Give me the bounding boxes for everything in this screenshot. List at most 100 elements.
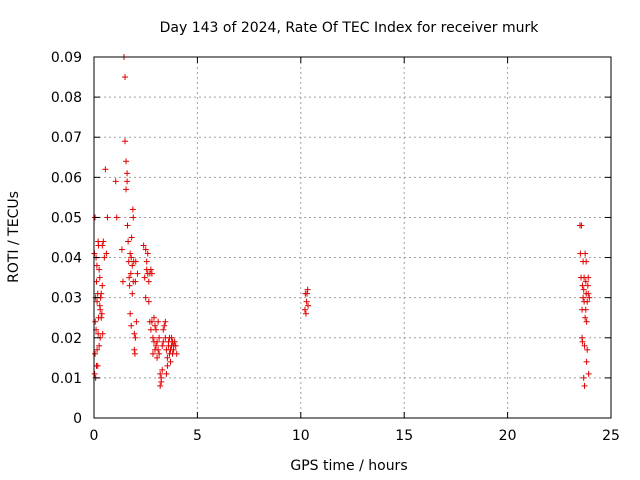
- data-point: [163, 370, 170, 377]
- data-point: [129, 262, 136, 269]
- data-point: [583, 318, 590, 325]
- data-point: [162, 318, 169, 325]
- y-tick-label: 0.06: [51, 170, 82, 186]
- data-point: [132, 258, 139, 265]
- data-point: [304, 290, 311, 297]
- x-tick-label: 20: [499, 428, 517, 444]
- data-point: [152, 322, 159, 329]
- y-axis-label: ROTI / TECUs: [6, 191, 22, 283]
- data-point: [148, 318, 155, 325]
- data-point: [161, 322, 168, 329]
- data-point: [133, 318, 140, 325]
- data-point: [128, 254, 135, 261]
- data-point: [585, 274, 592, 281]
- data-point: [159, 366, 166, 373]
- data-point: [155, 318, 162, 325]
- data-point: [126, 274, 133, 281]
- y-tick-label: 0.02: [51, 331, 82, 347]
- y-tick-label: 0.07: [51, 130, 82, 146]
- data-point: [160, 338, 167, 345]
- data-point: [96, 274, 103, 281]
- data-point: [100, 238, 107, 245]
- data-point: [98, 314, 105, 321]
- data-point: [96, 266, 103, 273]
- data-point: [153, 326, 160, 333]
- y-tick-label: 0.01: [51, 371, 82, 387]
- data-point: [98, 310, 105, 317]
- data-point: [581, 382, 588, 389]
- data-point: [145, 278, 152, 285]
- data-point: [94, 346, 101, 353]
- data-point: [129, 206, 136, 213]
- data-point: [158, 374, 165, 381]
- grid-lines: [94, 57, 611, 418]
- data-point: [103, 250, 110, 257]
- chart-title: Day 143 of 2024, Rate Of TEC Index for r…: [160, 20, 540, 36]
- data-point: [303, 298, 310, 305]
- data-point: [129, 290, 136, 297]
- data-point: [584, 298, 591, 305]
- y-tick-label: 0.03: [51, 291, 82, 307]
- data-point: [92, 350, 99, 357]
- data-point: [157, 382, 164, 389]
- data-point: [173, 350, 180, 357]
- data-point: [94, 298, 101, 305]
- axis-ticks: [93, 56, 612, 419]
- data-point: [157, 370, 164, 377]
- data-point: [167, 358, 174, 365]
- data-point: [143, 258, 150, 265]
- y-tick-label: 0.09: [51, 50, 82, 66]
- data-point: [304, 286, 311, 293]
- data-point: [124, 170, 131, 177]
- data-point: [301, 306, 308, 313]
- data-point: [149, 350, 156, 357]
- plot-frame: [93, 56, 612, 419]
- data-point: [131, 330, 138, 337]
- data-point: [142, 246, 149, 253]
- y-tick-label: 0: [73, 411, 82, 427]
- data-point: [113, 214, 120, 221]
- y-tick-label: 0.04: [51, 251, 82, 267]
- y-tick-label: 0.08: [51, 90, 82, 106]
- data-point: [579, 282, 586, 289]
- data-point: [99, 282, 106, 289]
- data-point: [582, 306, 589, 313]
- data-point: [122, 138, 129, 145]
- data-point: [582, 278, 589, 285]
- data-point: [305, 302, 312, 309]
- data-point: [127, 310, 134, 317]
- y-tick-labels: 0 0.01 0.02 0.03 0.04 0.05 0.06 0.07 0.08 0.09: [51, 50, 82, 427]
- data-point: [142, 294, 149, 301]
- data-point: [580, 294, 587, 301]
- data-point: [93, 262, 100, 269]
- data-points: [91, 54, 593, 389]
- data-point: [171, 338, 178, 345]
- data-point: [134, 270, 141, 277]
- data-point: [104, 214, 111, 221]
- data-point: [164, 354, 171, 361]
- x-tick-label: 10: [292, 428, 310, 444]
- data-point: [119, 278, 126, 285]
- data-point: [148, 270, 155, 277]
- data-point: [585, 370, 592, 377]
- data-point: [147, 326, 154, 333]
- data-point: [132, 334, 139, 341]
- data-point: [101, 254, 108, 261]
- data-point: [159, 342, 166, 349]
- data-point: [127, 250, 134, 257]
- data-point: [112, 178, 119, 185]
- data-point: [582, 250, 589, 257]
- data-point: [130, 214, 137, 221]
- data-point: [585, 290, 592, 297]
- x-tick-label: 15: [395, 428, 413, 444]
- data-point: [122, 74, 129, 81]
- data-point: [154, 354, 161, 361]
- data-point: [94, 362, 101, 369]
- data-point: [155, 346, 162, 353]
- data-point: [140, 242, 147, 249]
- data-point: [172, 342, 179, 349]
- data-point: [128, 322, 135, 329]
- data-point: [124, 222, 131, 229]
- data-point: [99, 330, 106, 337]
